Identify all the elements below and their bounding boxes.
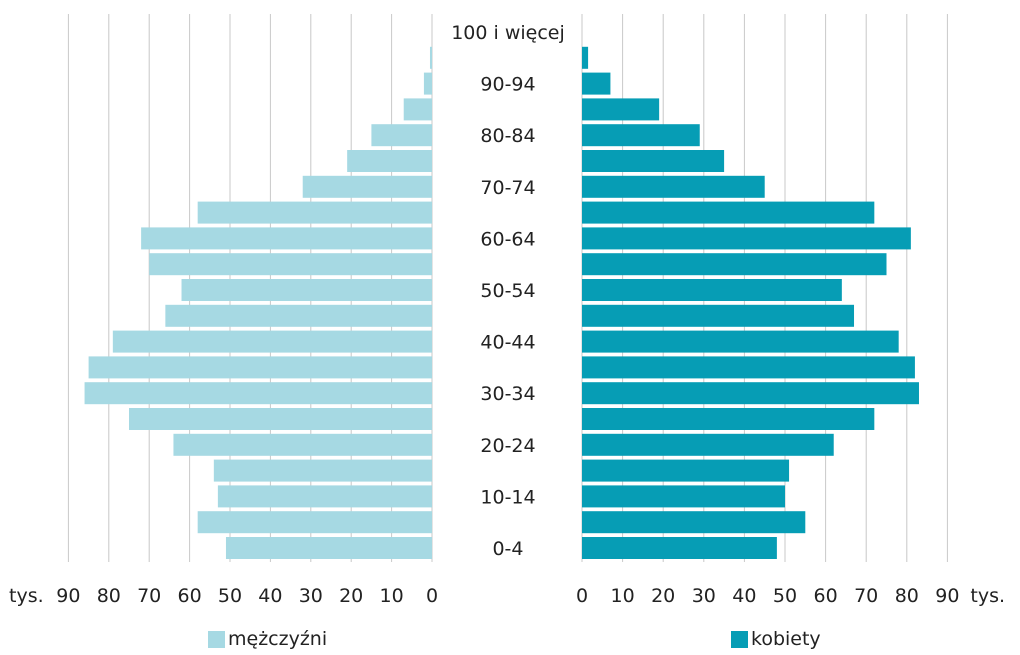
age-label: 40-44 bbox=[480, 332, 535, 354]
x-tick-label-left: 20 bbox=[339, 585, 363, 607]
legend-men-label: mężczyźni bbox=[228, 628, 328, 650]
bar-women-95-99 bbox=[582, 46, 589, 69]
bar-men-65-69 bbox=[197, 201, 432, 224]
x-tick-label-right: 20 bbox=[651, 585, 675, 607]
x-tick-label-left: 50 bbox=[218, 585, 242, 607]
x-tick-label-right: 70 bbox=[854, 585, 878, 607]
bar-women-20-24 bbox=[582, 433, 834, 456]
bars bbox=[84, 46, 919, 559]
x-tick-label-left: 60 bbox=[178, 585, 202, 607]
bar-men-15-19 bbox=[213, 459, 432, 482]
x-tick-label-right: 10 bbox=[611, 585, 635, 607]
x-tick-label-left: 10 bbox=[380, 585, 404, 607]
legend-men: mężczyźni bbox=[208, 628, 327, 650]
tick-labels: 0 0 10 10 20 20 30 30 40 40 50 50 60 60 70 70 80 80 90 90 ty… bbox=[9, 585, 1005, 607]
bar-women-70-74 bbox=[582, 175, 765, 198]
bar-women-90-94 bbox=[582, 72, 611, 95]
bar-women-15-19 bbox=[582, 459, 790, 482]
x-tick-label-left: 30 bbox=[299, 585, 323, 607]
legend-men-swatch bbox=[208, 630, 225, 648]
age-label: 100 i więcej bbox=[451, 22, 565, 44]
bar-men-70-74 bbox=[302, 175, 432, 198]
bar-men-90-94 bbox=[423, 72, 432, 95]
age-label: 30-34 bbox=[480, 383, 535, 405]
unit-label-right: tys. bbox=[970, 585, 1005, 607]
unit-label-left: tys. bbox=[9, 585, 44, 607]
bar-women-40-44 bbox=[582, 330, 899, 353]
x-tick-label-left: 80 bbox=[97, 585, 121, 607]
bar-women-50-54 bbox=[582, 279, 842, 301]
x-tick-label-right: 90 bbox=[935, 585, 959, 607]
bar-men-45-49 bbox=[165, 304, 433, 327]
age-label: 50-54 bbox=[480, 280, 535, 302]
x-tick-label-left: 0 bbox=[426, 585, 438, 607]
bar-women-75-79 bbox=[582, 150, 725, 172]
age-label: 10-14 bbox=[480, 486, 535, 508]
x-tick-label-right: 80 bbox=[895, 585, 919, 607]
bar-men-75-79 bbox=[347, 150, 432, 172]
x-tick-label-left: 90 bbox=[56, 585, 80, 607]
bar-men-10-14 bbox=[217, 485, 432, 508]
age-label: 60-64 bbox=[480, 228, 535, 250]
bar-women-65-69 bbox=[582, 201, 875, 224]
age-label: 20-24 bbox=[480, 435, 535, 457]
bar-women-30-34 bbox=[582, 382, 919, 405]
legend-women-label: kobiety bbox=[751, 628, 821, 650]
bar-men-35-39 bbox=[88, 356, 432, 379]
bar-men-25-29 bbox=[129, 408, 432, 430]
bar-men-0-4 bbox=[225, 537, 432, 559]
bar-men-85-89 bbox=[403, 98, 432, 121]
bar-men-40-44 bbox=[112, 330, 432, 353]
x-tick-label-left: 70 bbox=[137, 585, 161, 607]
bar-men-50-54 bbox=[181, 279, 432, 301]
x-tick-label-left: 40 bbox=[258, 585, 282, 607]
bar-women-85-89 bbox=[582, 98, 660, 121]
bar-women-55-59 bbox=[582, 253, 887, 276]
bar-men-95-99 bbox=[429, 46, 432, 69]
bar-men-20-24 bbox=[173, 433, 432, 456]
x-tick-label-right: 50 bbox=[773, 585, 797, 607]
x-tick-label-right: 60 bbox=[814, 585, 838, 607]
x-tick-label-right: 40 bbox=[732, 585, 756, 607]
bar-women-60-64 bbox=[582, 227, 911, 250]
bar-men-80-84 bbox=[371, 124, 432, 147]
age-label: 90-94 bbox=[480, 74, 535, 96]
x-tick-label-right: 30 bbox=[692, 585, 716, 607]
age-label: 0-4 bbox=[492, 538, 523, 560]
bar-men-5-9 bbox=[197, 511, 432, 534]
bar-women-25-29 bbox=[582, 408, 875, 430]
bar-women-80-84 bbox=[582, 124, 700, 147]
legend-women-swatch bbox=[731, 630, 748, 648]
bar-women-45-49 bbox=[582, 304, 855, 327]
age-label: 80-84 bbox=[480, 125, 535, 147]
bar-women-10-14 bbox=[582, 485, 785, 508]
bar-women-35-39 bbox=[582, 356, 915, 379]
x-tick-label-right: 0 bbox=[576, 585, 588, 607]
age-label: 70-74 bbox=[480, 177, 535, 199]
legend-women: kobiety bbox=[731, 628, 821, 650]
bar-men-30-34 bbox=[84, 382, 432, 405]
bar-men-55-59 bbox=[149, 253, 432, 276]
age-group-labels: 0-4 10-14 20-24 30-34 40-44 50-54 60-64 70-74 80… bbox=[451, 22, 565, 560]
bar-women-5-9 bbox=[582, 511, 806, 534]
bar-women-0-4 bbox=[582, 537, 777, 559]
bar-men-60-64 bbox=[141, 227, 432, 250]
